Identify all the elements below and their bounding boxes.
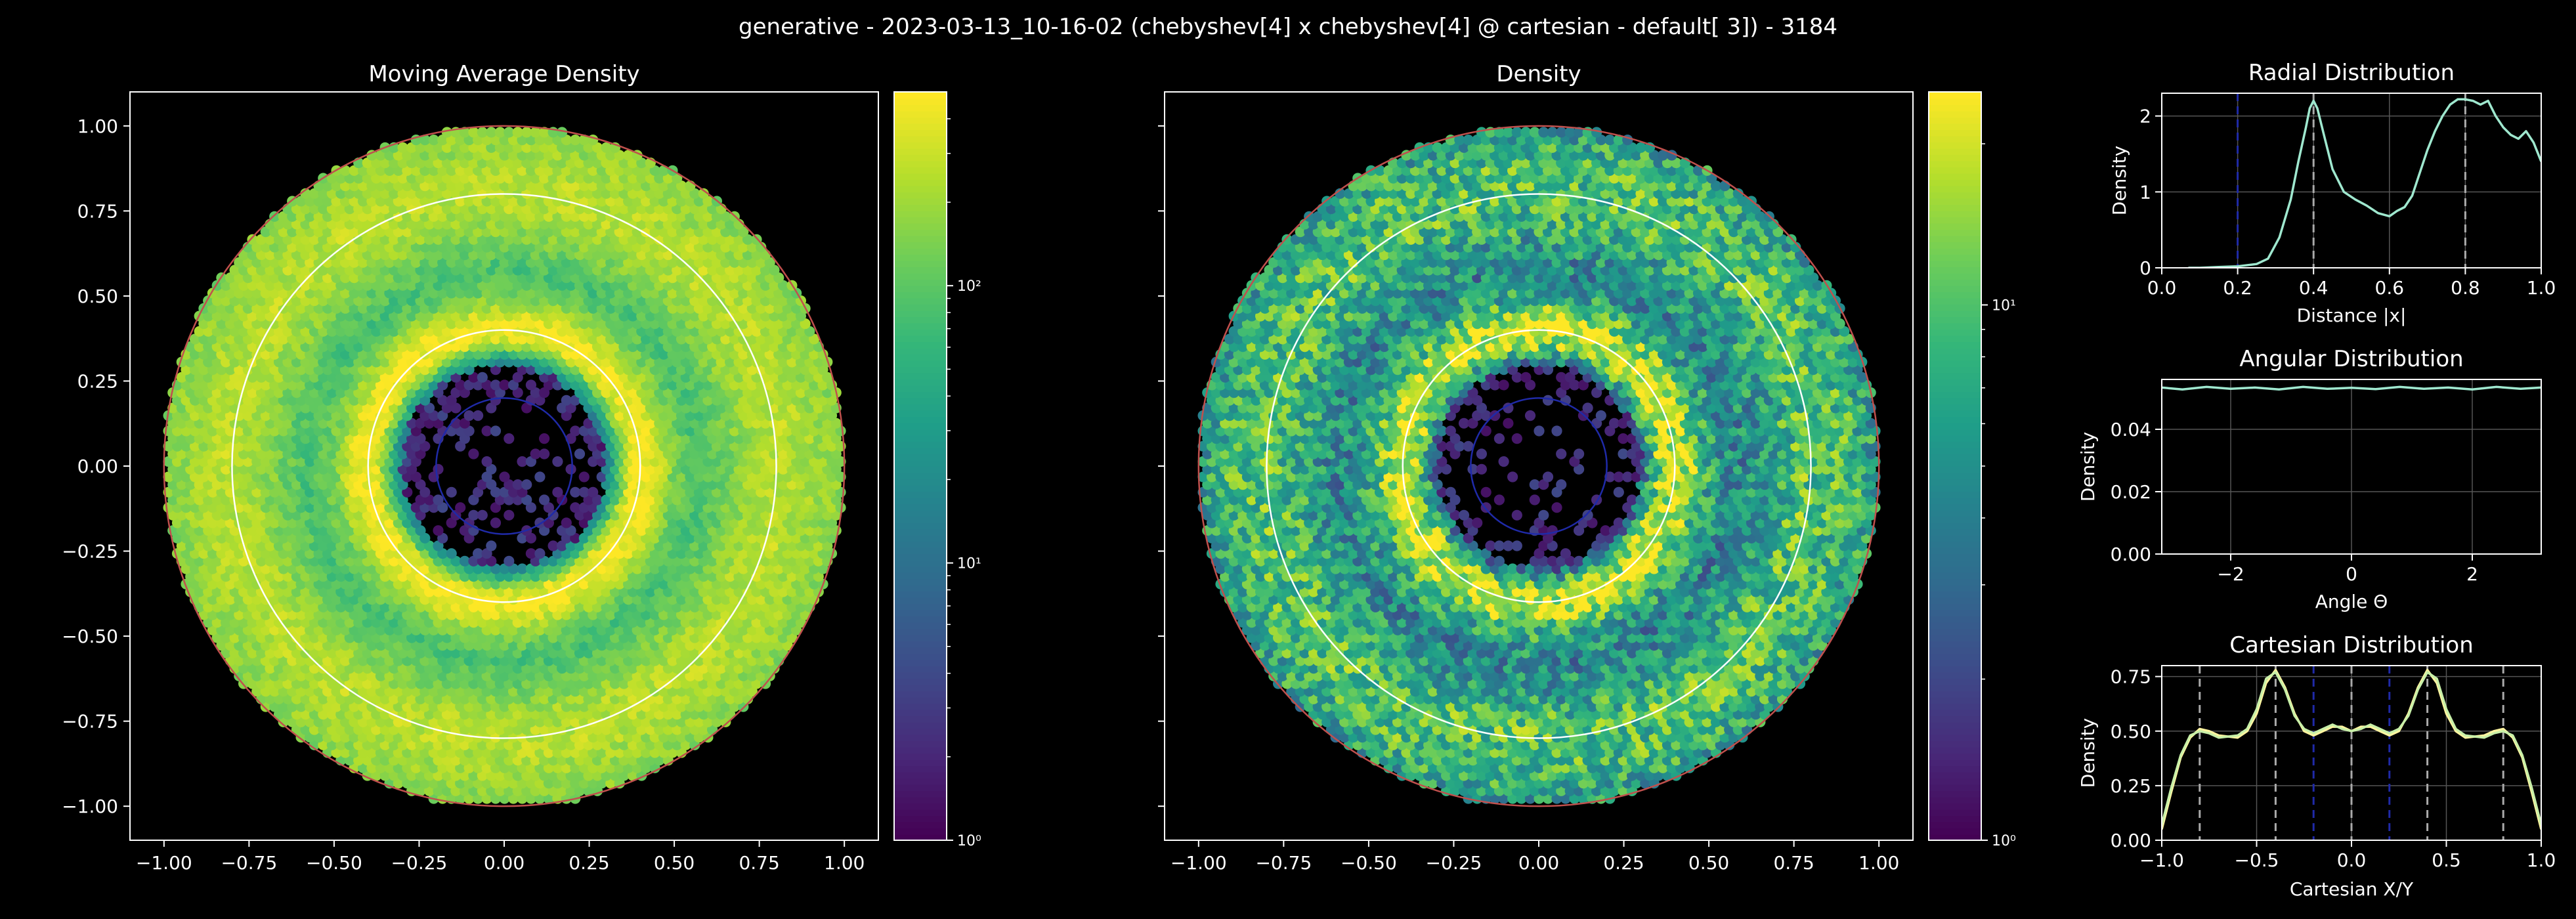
heatmap-cell — [446, 486, 457, 498]
heatmap-cell — [504, 509, 515, 521]
heatmap-cell — [459, 555, 471, 566]
heatmap-cell — [525, 563, 537, 574]
heatmap-cell — [499, 471, 510, 482]
heatmap-cell — [486, 540, 497, 551]
heatmap-cell — [504, 433, 515, 444]
panel-title: Moving Average Density — [368, 61, 639, 87]
heatmap-cell — [433, 494, 444, 505]
panel-moving-average-density: Moving Average Density −1.00 −0.75 −0.50 −0… — [62, 61, 981, 874]
heatmap-cell — [504, 555, 515, 566]
heatmap-cell — [499, 563, 510, 574]
heatmap-cell — [588, 486, 599, 498]
heatmap-cell — [446, 548, 457, 559]
heatmap-cell — [473, 410, 484, 421]
heatmap-cell — [565, 463, 576, 475]
heatmap-cell — [490, 517, 502, 528]
heatmap-cells — [163, 127, 846, 804]
heatmap-cell — [433, 525, 444, 536]
heatmap-cell — [547, 540, 559, 551]
heatmap-cell — [574, 448, 586, 460]
heatmap-cell — [561, 517, 572, 528]
heatmap-cell — [481, 456, 492, 467]
heatmap-cell — [525, 548, 537, 559]
heatmap-cell — [477, 372, 488, 383]
heatmap-cell — [534, 548, 546, 559]
heatmap-cell — [490, 425, 502, 437]
heatmap-cell — [552, 456, 563, 467]
heatmap-cell — [539, 433, 550, 444]
heatmap-cell — [433, 463, 444, 475]
heatmap-cell — [534, 471, 546, 482]
heatmap-cell — [539, 448, 550, 460]
heatmap-cell — [468, 448, 479, 460]
heatmap-cell — [525, 379, 537, 391]
heatmap-cell — [521, 479, 532, 490]
heatmap-cell — [552, 486, 563, 498]
heatmap-cell — [473, 548, 484, 559]
heatmap-cell — [539, 494, 550, 505]
heatmap-cell — [477, 509, 488, 521]
heatmap-cell — [455, 502, 466, 513]
heatmap-cell — [578, 471, 590, 482]
figure-suptitle: generative - 2023-03-13_10-16-02 (chebys… — [739, 14, 1837, 40]
heatmap-cell — [517, 563, 528, 574]
